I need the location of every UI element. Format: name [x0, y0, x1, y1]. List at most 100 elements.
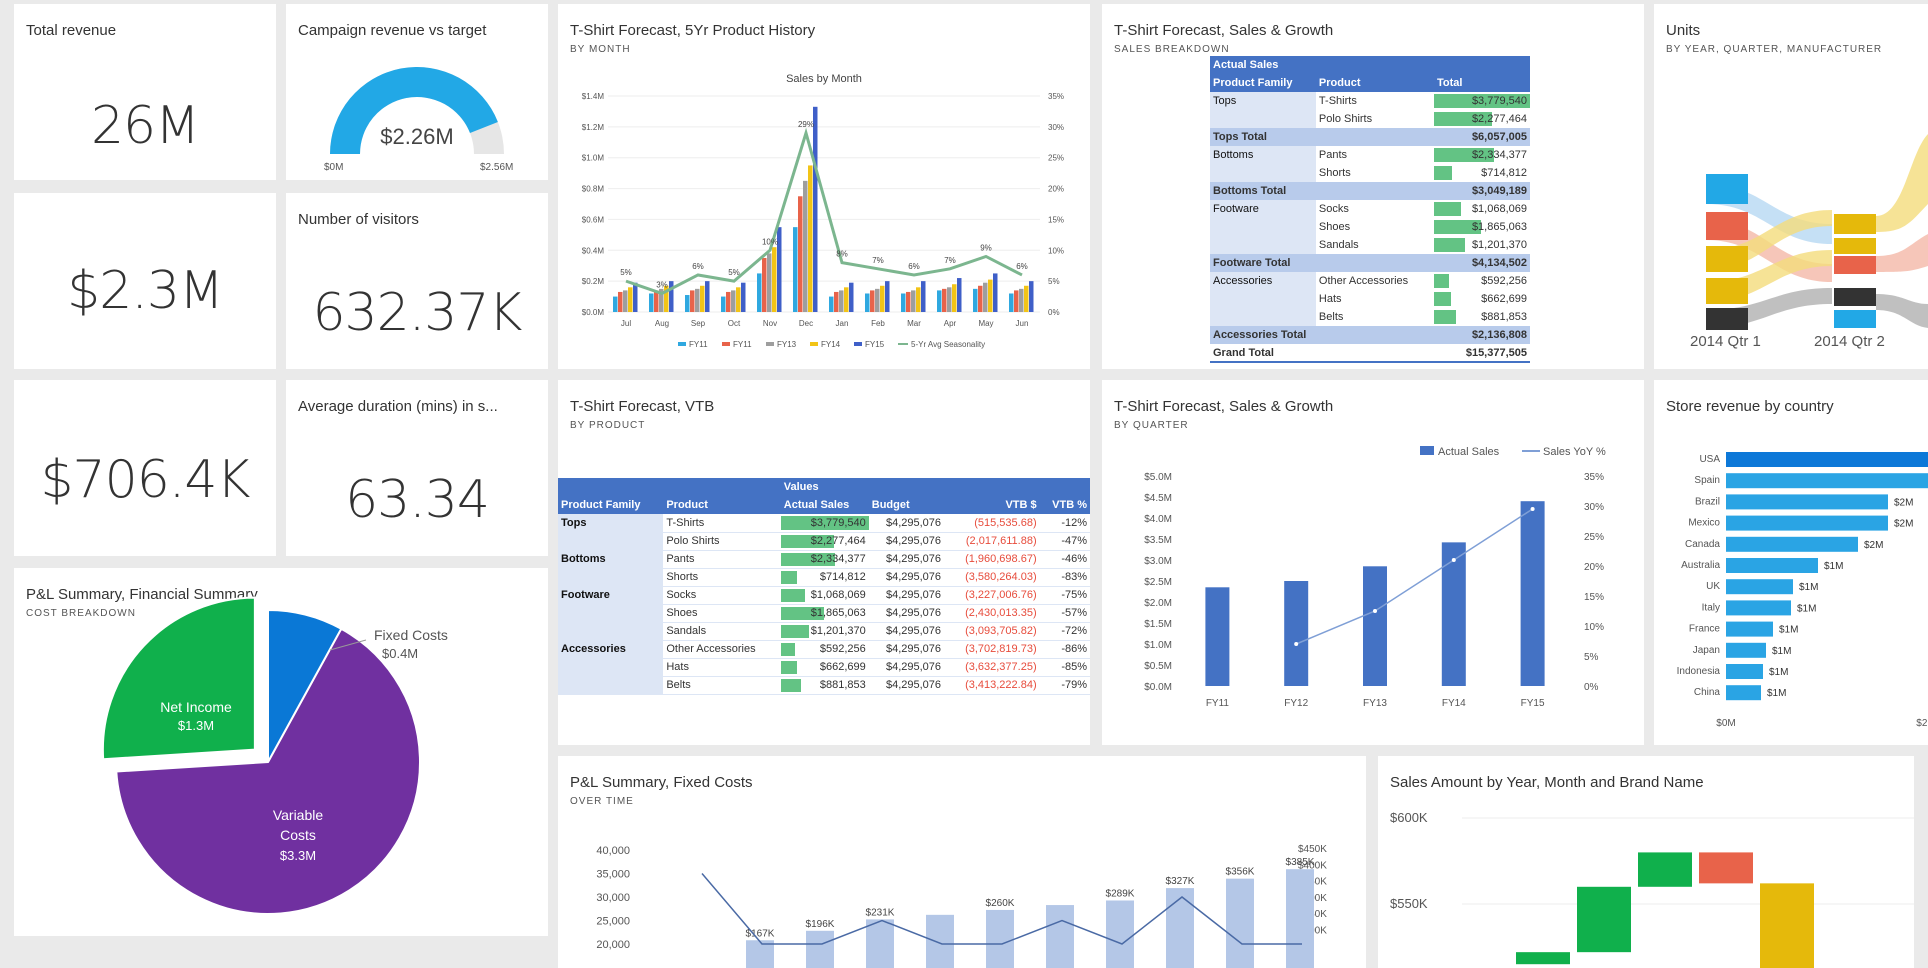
actual-value: $1,865,063: [810, 607, 866, 619]
y2-tick-label: 0%: [1584, 682, 1599, 693]
product-cell: Pants: [1318, 149, 1348, 161]
data-bar: [780, 534, 834, 548]
total-cell: $2,334,377: [1434, 146, 1530, 164]
vtb-tile[interactable]: T-Shirt Forecast, VTB BY PRODUCT Values …: [558, 380, 1090, 745]
vtb-cell: (2,017,611.88): [965, 535, 1037, 547]
duration-tile[interactable]: Average duration (mins) in s... 63.34: [286, 380, 548, 556]
legend-swatch: [854, 342, 862, 346]
tile-subtitle: BY YEAR, QUARTER, MANUFACTURER: [1666, 44, 1883, 55]
y2-tick-label: 35%: [1584, 472, 1604, 483]
family-cell: [1210, 164, 1316, 182]
product-cell: Hats: [1318, 293, 1342, 305]
bar: [1726, 473, 1928, 489]
campaign-revenue-tile[interactable]: Campaign revenue vs target $2.26M $0M $2…: [286, 4, 548, 180]
store-revenue-chart: USA Spain Brazil $2M Mexico $2M Canada $2M Austr…: [1677, 452, 1928, 729]
bar: [757, 273, 762, 312]
data-label: $1M: [1824, 561, 1843, 572]
x-tick-label: FY14: [1442, 698, 1466, 709]
bar: [866, 919, 894, 968]
legend-label: Actual Sales: [1438, 446, 1500, 458]
budget-cell: $4,295,076: [885, 661, 942, 673]
ribbon: [1876, 134, 1928, 232]
visitors-tile[interactable]: Number of visitors 632.37K: [286, 193, 548, 369]
pivot-row: Bottoms Pants $2,334,377: [1210, 146, 1530, 164]
data-label: $260K: [986, 898, 1015, 909]
data-label: $1M: [1797, 603, 1816, 614]
tile-subtitle: BY MONTH: [570, 44, 631, 55]
data-label: 10%: [762, 237, 778, 246]
legend-label: Sales YoY %: [1543, 446, 1606, 458]
bar: [1726, 494, 1888, 510]
pivot-row: Shoes $1,865,063 $4,295,076 (2,430,013.35) -…: [558, 604, 1090, 622]
ribbon-segment: [1706, 212, 1748, 240]
y-tick-label: Italy: [1702, 602, 1720, 613]
total-cell: $2,277,464: [1434, 110, 1530, 128]
family-cell: Accessories: [1210, 272, 1316, 290]
pivot-row: Shorts $714,812 $4,295,076 (3,580,264.03) -8…: [558, 568, 1090, 586]
fixed-costs-tile[interactable]: P&L Summary, Fixed Costs OVER TIME 40,00…: [558, 756, 1366, 968]
bar: [839, 290, 844, 312]
bar: [870, 290, 875, 312]
sales-breakdown-tile[interactable]: T-Shirt Forecast, Sales & Growth SALES B…: [1102, 4, 1644, 369]
total-value: $592,256: [1481, 275, 1527, 287]
pivot-table: Actual Sales Product Family Product Tota…: [1210, 56, 1530, 363]
bar: [983, 282, 988, 312]
data-label: 5%: [620, 268, 632, 277]
col-header: Budget: [871, 499, 910, 511]
bar: [1014, 290, 1019, 312]
product-cell: T-Shirts: [666, 516, 705, 529]
units-tile[interactable]: Units BY YEAR, QUARTER, MANUFACTURER 201…: [1654, 4, 1928, 369]
bar: [901, 293, 906, 312]
actual-value: $2,277,464: [810, 535, 866, 547]
quarter-chart-tile[interactable]: T-Shirt Forecast, Sales & Growth BY QUAR…: [1102, 380, 1644, 745]
revenue-kpi-tile-2[interactable]: $706.4K: [14, 380, 276, 556]
bar: [865, 293, 870, 312]
y-tick-label: UK: [1706, 581, 1720, 592]
product-cell: Belts: [666, 679, 691, 691]
bar: [1726, 536, 1858, 552]
col-header: VTB %: [1052, 499, 1087, 511]
tile-title: P&L Summary, Fixed Costs: [570, 774, 753, 791]
bar: [1726, 664, 1763, 679]
x-tick-label: Jun: [1016, 319, 1029, 328]
bar: [957, 278, 962, 312]
budget-cell: $4,295,076: [885, 679, 942, 691]
pivot-row: Sandals $1,201,370 $4,295,076 (3,093,705.82…: [558, 622, 1090, 640]
budget-cell: $4,295,076: [885, 607, 942, 619]
family-cell: [558, 676, 664, 694]
bar: [1284, 581, 1309, 686]
bar: [685, 295, 690, 312]
sales-amount-tile[interactable]: Sales Amount by Year, Month and Brand Na…: [1378, 756, 1914, 968]
y-tick-label: Spain: [1694, 475, 1720, 486]
budget-cell: $4,295,076: [885, 625, 942, 637]
bar: [1726, 600, 1791, 616]
bar: [1726, 452, 1928, 467]
bar: [942, 288, 947, 312]
store-revenue-tile[interactable]: Store revenue by country USA Spain Brazil $…: [1654, 380, 1928, 745]
total-value: $2,334,377: [1471, 149, 1527, 161]
family-cell: [558, 622, 664, 640]
pivot-row: Bottoms Pants $2,334,377 $4,295,076 (1,960,6…: [558, 550, 1090, 568]
x-tick-label: Dec: [799, 319, 813, 328]
revenue-kpi-tile[interactable]: $2.3M: [14, 193, 276, 369]
pl-summary-tile[interactable]: P&L Summary, Financial Summary COST BREA…: [14, 568, 548, 936]
y-tick-label: $0.4M: [582, 246, 605, 255]
y2-tick-label: 30%: [1048, 123, 1064, 132]
product-history-tile[interactable]: T-Shirt Forecast, 5Yr Product History BY…: [558, 4, 1090, 369]
bar: [741, 282, 746, 312]
kpi-value: 26M: [90, 96, 200, 156]
y-tick-label: $2.5M: [1144, 577, 1172, 588]
bar: [1166, 888, 1194, 968]
bar: [1286, 869, 1314, 968]
data-label: 6%: [692, 262, 704, 271]
total-revenue-tile[interactable]: Total revenue 26M: [14, 4, 276, 180]
family-cell: [558, 532, 664, 550]
actual-value: $2,334,377: [810, 553, 866, 565]
family-cell: Footware: [558, 586, 664, 604]
bar: [885, 281, 890, 312]
vtb-pct-cell: -12%: [1061, 516, 1087, 529]
row-total-value: $3,049,189: [1434, 182, 1530, 200]
x-tick-label: Nov: [763, 319, 777, 328]
bar: [937, 290, 942, 312]
gauge-min-label: $0M: [324, 162, 343, 173]
